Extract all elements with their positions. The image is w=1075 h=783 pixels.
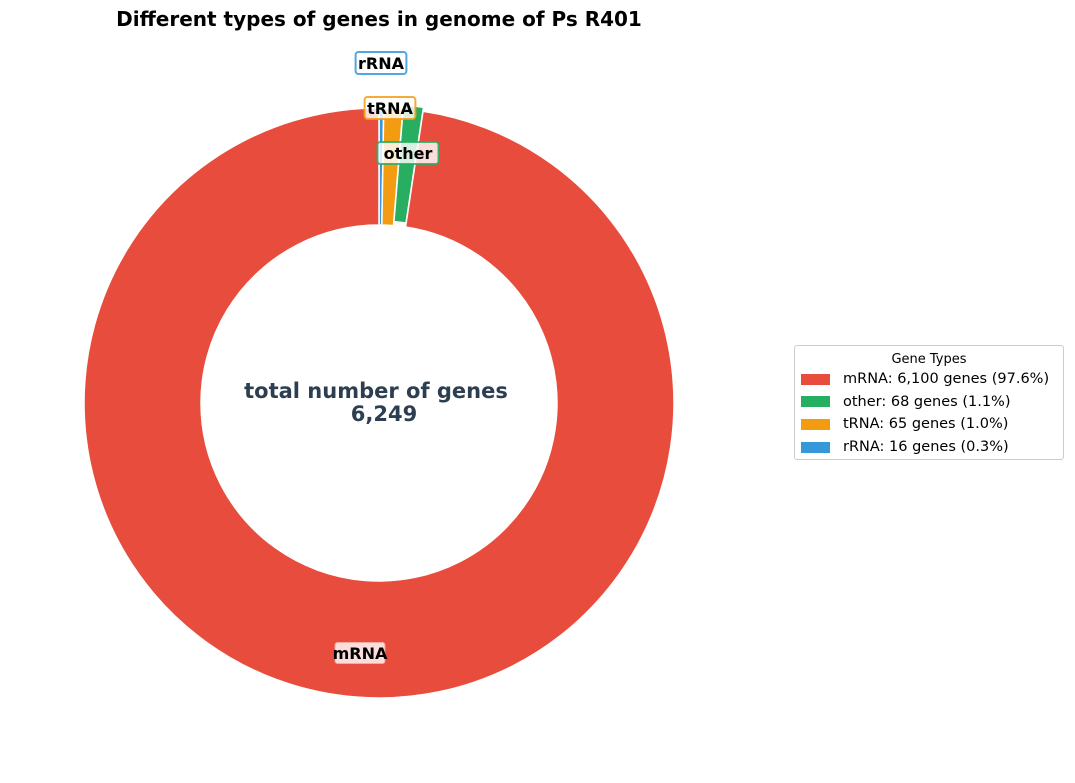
- slice-label-text-other: other: [384, 144, 433, 163]
- legend-swatch-other: [801, 396, 830, 408]
- slice-label-box-trna: [363, 96, 417, 120]
- legend-swatch-trna: [801, 418, 830, 430]
- slice-mrna: [83, 107, 675, 699]
- legend-item-mrna: mRNA: 6,100 genes (97.6%): [795, 368, 1063, 391]
- center-label-total: 6,249: [351, 402, 417, 426]
- legend-label-trna: tRNA: 65 genes (1.0%): [843, 416, 1009, 433]
- slice-label-box-rrna: [354, 51, 408, 75]
- chart-title: Different types of genes in genome of Ps…: [116, 7, 642, 31]
- legend-label-rrna: rRNA: 16 genes (0.3%): [843, 439, 1009, 456]
- slice-label-text-rrna: rRNA: [358, 54, 405, 73]
- legend-label-mrna: mRNA: 6,100 genes (97.6%): [843, 371, 1050, 388]
- legend-swatch-rrna: [801, 441, 830, 453]
- slice-label-other: other: [376, 141, 440, 165]
- slice-label-text-mrna: mRNA: [333, 644, 388, 663]
- slice-label-rrna: rRNA: [354, 51, 408, 75]
- slice-label-box-mrna: [333, 641, 387, 665]
- legend-item-other: other: 68 genes (1.1%): [795, 391, 1063, 414]
- slice-label-mrna: mRNA: [333, 641, 388, 665]
- legend-label-other: other: 68 genes (1.1%): [843, 393, 1011, 410]
- legend: Gene Types mRNA: 6,100 genes (97.6%) oth…: [794, 345, 1064, 460]
- donut-slices: [83, 104, 675, 699]
- slice-labels: mRNA other tRNA rRNA: [333, 51, 440, 665]
- slice-label-box-other: [376, 141, 440, 165]
- legend-item-rrna: rRNA: 16 genes (0.3%): [795, 436, 1063, 459]
- legend-swatch-mrna: [801, 373, 830, 385]
- legend-title: Gene Types: [891, 352, 967, 367]
- center-label-title: total number of genes: [244, 379, 508, 403]
- slice-label-trna: tRNA: [363, 96, 417, 120]
- slice-label-text-trna: tRNA: [367, 99, 413, 118]
- legend-item-trna: tRNA: 65 genes (1.0%): [795, 413, 1063, 436]
